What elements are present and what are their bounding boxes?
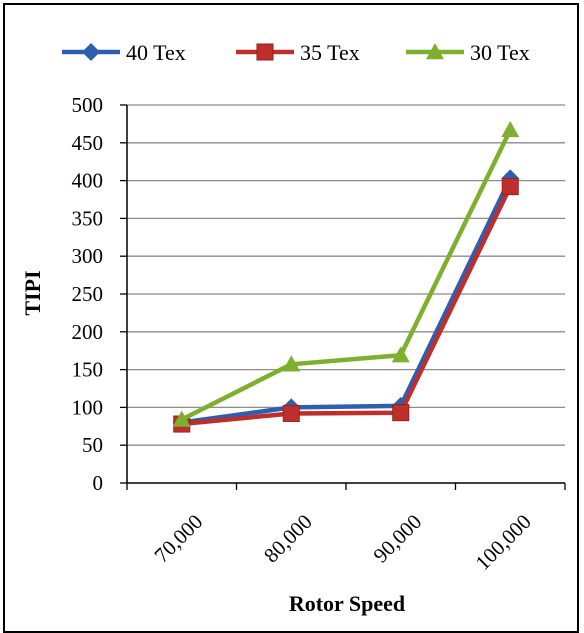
data-point-35-tex — [392, 404, 410, 422]
y-tick-label: 400 — [72, 169, 104, 193]
data-point-35-tex — [501, 178, 519, 196]
x-tick-label: 80,000 — [259, 510, 317, 568]
y-tick-labels: 0 50 100 150 200 250 300 350 400 450 500 — [72, 93, 104, 495]
series-line-30-tex — [180, 128, 513, 422]
legend-marker — [256, 43, 274, 61]
data-point-35-tex — [282, 404, 300, 422]
legend-label: 40 Tex — [126, 40, 186, 65]
y-tick-label: 500 — [72, 93, 104, 117]
legend-label: 30 Tex — [470, 40, 530, 65]
legend-item-40-tex: 40 Tex — [62, 40, 186, 65]
y-tick-label: 250 — [72, 282, 104, 306]
data-point-30-tex — [282, 355, 301, 372]
axes — [120, 104, 566, 490]
series-group — [172, 120, 520, 433]
legend-item-35-tex: 35 Tex — [236, 40, 360, 65]
series-line-35-tex — [181, 185, 513, 427]
x-tick-labels: 70,000 80,000 90,000 100,000 — [149, 510, 535, 575]
legend: 40 Tex 35 Tex 30 Tex — [62, 40, 530, 65]
y-tick-label: 150 — [72, 358, 104, 382]
y-tick-label: 50 — [82, 433, 103, 457]
y-axis-title: TIPI — [20, 270, 45, 315]
y-tick-label: 450 — [72, 131, 104, 155]
legend-label: 35 Tex — [300, 40, 360, 65]
x-tick-label: 90,000 — [368, 510, 426, 568]
data-point-30-tex — [501, 120, 520, 138]
y-tick-label: 350 — [72, 206, 104, 230]
x-tick-label: 70,000 — [149, 510, 207, 568]
x-tick-label: 100,000 — [471, 510, 536, 575]
y-tick-label: 300 — [72, 244, 104, 268]
y-tick-label: 200 — [72, 320, 104, 344]
line-chart: 0 50 100 150 200 250 300 350 400 450 500 70,000 80,… — [20, 40, 566, 616]
x-axis-title: Rotor Speed — [289, 591, 405, 616]
series-line-40-tex — [181, 177, 513, 425]
y-tick-label: 0 — [93, 471, 104, 495]
data-point-30-tex — [172, 410, 191, 427]
legend-marker — [82, 43, 100, 61]
legend-marker — [426, 43, 444, 60]
chart-frame — [3, 3, 579, 633]
data-point-30-tex — [391, 346, 410, 363]
legend-item-30-tex: 30 Tex — [406, 40, 530, 65]
y-tick-label: 100 — [72, 395, 104, 419]
